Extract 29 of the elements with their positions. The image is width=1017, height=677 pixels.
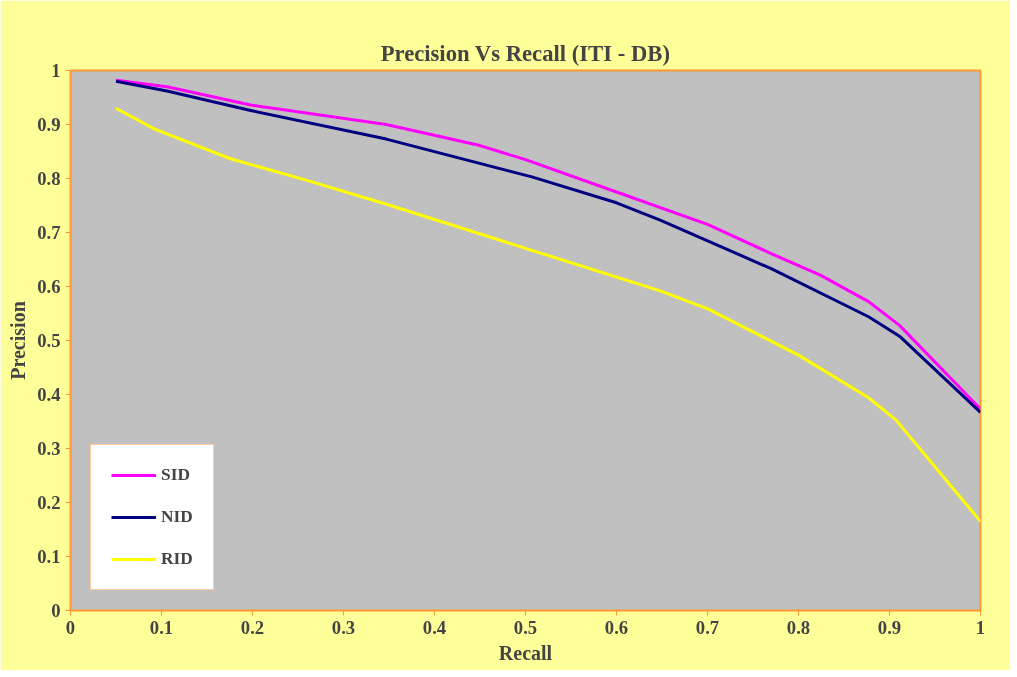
x-tick-label: 0 xyxy=(65,616,76,638)
y-tick-label: 0.2 xyxy=(37,492,61,513)
legend-label: RID xyxy=(161,549,193,569)
y-tick-label: 0.4 xyxy=(37,384,61,405)
y-tick-label: 0.5 xyxy=(37,330,61,351)
y-axis-title: Precision xyxy=(7,301,30,380)
x-tick-label: 0.8 xyxy=(786,616,811,638)
x-tick-label: 1 xyxy=(975,616,986,638)
x-axis-title: Recall xyxy=(498,641,553,664)
y-tick-label: 0 xyxy=(51,600,61,621)
y-tick-label: 0.3 xyxy=(37,438,61,459)
chart-title: Precision Vs Recall (ITI - DB) xyxy=(380,40,670,66)
y-tick-label: 0.9 xyxy=(37,114,61,135)
y-tick-label: 0.6 xyxy=(37,276,61,297)
legend-label: SID xyxy=(161,465,190,485)
x-tick-label: 0.7 xyxy=(695,616,720,638)
x-tick-label: 0.4 xyxy=(422,616,447,638)
line-series xyxy=(114,106,981,523)
x-tick-label: 0.6 xyxy=(604,616,629,638)
x-tick-label: 0.2 xyxy=(240,616,265,638)
x-tick-label: 0.5 xyxy=(513,616,538,638)
x-tick-label: 0.9 xyxy=(877,616,902,638)
y-tick-label: 0.8 xyxy=(37,168,61,189)
legend-label: NID xyxy=(161,507,193,527)
y-tick-label: 0.7 xyxy=(37,222,61,243)
x-tick-label: 0.3 xyxy=(331,616,356,638)
x-tick-label: 0.1 xyxy=(149,616,174,638)
y-tick-label: 0.1 xyxy=(37,546,61,567)
y-tick-label: 1 xyxy=(51,60,61,81)
